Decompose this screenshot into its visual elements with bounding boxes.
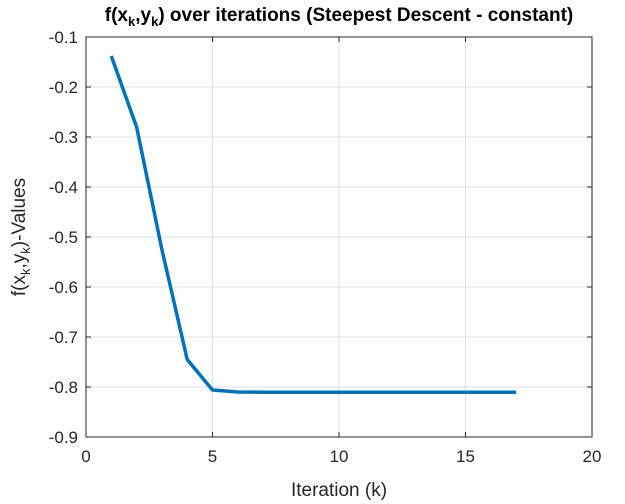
x-tick-label: 0 [81,447,90,466]
y-tick-label: -0.9 [49,428,78,447]
series-group [109,55,517,394]
y-tick-label: -0.8 [49,378,78,397]
x-tick-labels: 0 5 10 15 20 [81,447,601,466]
x-tick-label: 10 [330,447,349,466]
chart-title: f(xk,yk) over iterations (Steepest Desce… [105,5,574,29]
y-tick-label: -0.4 [49,178,78,197]
series-line [109,55,517,394]
x-tick-label: 5 [208,447,217,466]
x-tick-label: 20 [583,447,602,466]
y-tick-label: -0.1 [49,28,78,47]
y-tick-label: -0.2 [49,78,78,97]
y-axis-title: f(xk,yk)-Values [9,178,33,296]
y-tick-labels: -0.1 -0.2 -0.3 -0.4 -0.5 -0.6 -0.7 -0.8 -0.9 [49,28,78,447]
tick-marks [85,36,593,438]
y-tick-label: -0.6 [49,278,78,297]
y-tick-label: -0.7 [49,328,78,347]
x-axis-title: Iteration (k) [291,480,387,501]
y-tick-label: -0.5 [49,228,78,247]
y-tick-label: -0.3 [49,128,78,147]
x-tick-label: 15 [456,447,475,466]
